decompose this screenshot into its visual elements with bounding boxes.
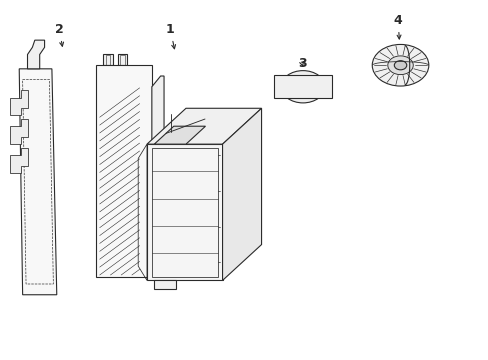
Polygon shape bbox=[10, 119, 27, 144]
Polygon shape bbox=[154, 280, 176, 289]
Text: 1: 1 bbox=[165, 23, 175, 49]
Bar bbox=[149, 228, 153, 237]
Circle shape bbox=[387, 56, 412, 75]
Circle shape bbox=[322, 78, 326, 81]
Circle shape bbox=[393, 61, 406, 70]
Bar bbox=[149, 250, 153, 259]
Polygon shape bbox=[222, 108, 261, 280]
Bar bbox=[120, 55, 125, 64]
Circle shape bbox=[296, 82, 308, 91]
Circle shape bbox=[278, 93, 283, 96]
Text: 3: 3 bbox=[297, 57, 305, 70]
Bar bbox=[118, 54, 127, 65]
Text: 4: 4 bbox=[393, 14, 402, 39]
Polygon shape bbox=[10, 148, 27, 173]
Polygon shape bbox=[147, 144, 222, 280]
Polygon shape bbox=[274, 76, 331, 98]
Text: 2: 2 bbox=[55, 23, 63, 46]
Bar bbox=[103, 54, 113, 65]
Circle shape bbox=[281, 71, 325, 103]
Bar bbox=[149, 207, 153, 216]
Circle shape bbox=[278, 78, 283, 81]
Polygon shape bbox=[10, 90, 27, 116]
Polygon shape bbox=[152, 76, 163, 266]
Polygon shape bbox=[96, 65, 152, 277]
Circle shape bbox=[371, 44, 428, 86]
Circle shape bbox=[152, 227, 169, 240]
Polygon shape bbox=[154, 126, 205, 144]
Circle shape bbox=[300, 85, 305, 89]
Polygon shape bbox=[27, 40, 44, 69]
Polygon shape bbox=[147, 108, 261, 144]
Polygon shape bbox=[19, 69, 57, 295]
Bar bbox=[105, 55, 110, 64]
Circle shape bbox=[152, 192, 169, 204]
Circle shape bbox=[322, 93, 326, 96]
